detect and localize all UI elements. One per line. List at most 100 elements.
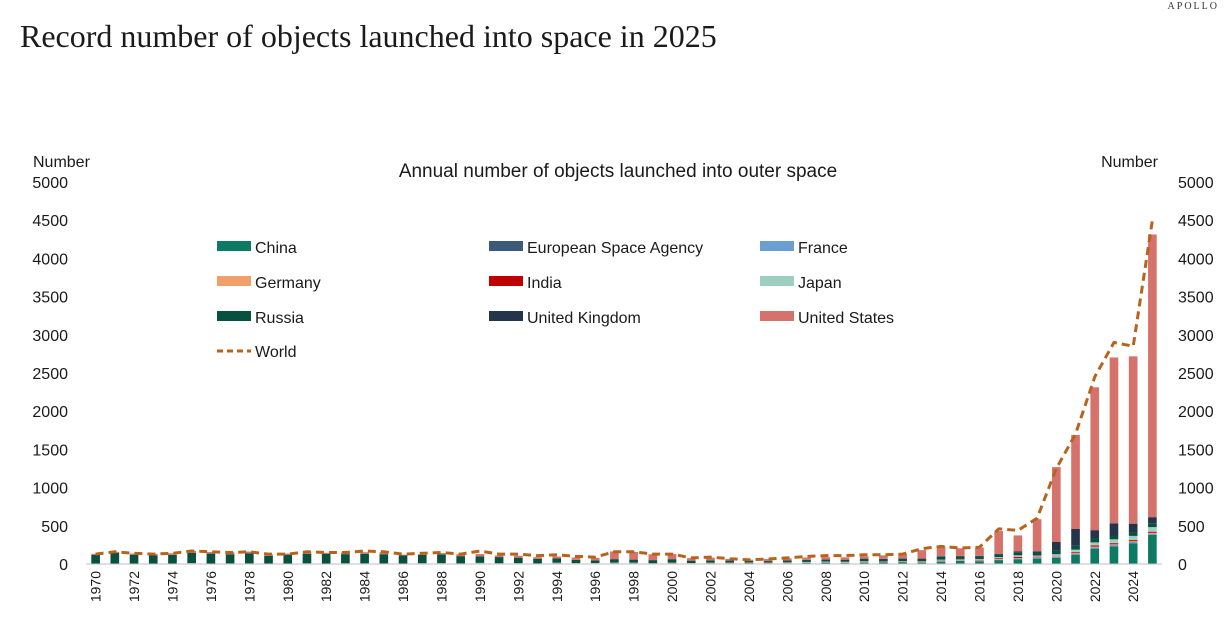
legend-label: World (255, 344, 297, 361)
bar-china (994, 560, 1004, 564)
bar-united-states (802, 557, 811, 560)
bar-china (917, 562, 927, 564)
brand-logo: APOLLO (1167, 1, 1219, 12)
bar-russia (360, 553, 369, 564)
bar-russia (686, 560, 696, 564)
world-line-layer (95, 219, 1154, 562)
bar-united-states (475, 554, 485, 557)
x-tick-label: 1986 (395, 571, 411, 602)
bar-russia (1128, 532, 1138, 536)
y-axis-left: 0 500 1000 1500 2000 2500 3000 3500 4000 4500 5000 (32, 175, 68, 574)
y-tick-label-left: 0 (59, 557, 68, 574)
bar-india (1128, 540, 1138, 542)
y-tick-label-right: 0 (1178, 557, 1187, 574)
bar-france (1148, 533, 1157, 535)
legend: China European Space Agency France Germany I… (217, 240, 894, 361)
bar-japan (1013, 555, 1023, 557)
bar-germany (1128, 541, 1138, 542)
bar-russia (571, 559, 581, 564)
bar-russia (590, 560, 600, 564)
bar-russia (1051, 550, 1061, 555)
bar-russia (494, 557, 504, 564)
x-tick-label: 1990 (472, 571, 488, 602)
x-tick-label: 1994 (549, 571, 565, 602)
bar-united-states (686, 558, 696, 561)
bar-russia (148, 555, 158, 564)
bar-france (1090, 547, 1100, 549)
y-tick-label-right: 1000 (1178, 481, 1214, 498)
bar-united-states (1071, 435, 1080, 530)
bar-china (821, 562, 831, 564)
bar-russia (475, 556, 485, 563)
bar-united-kingdom (994, 553, 1004, 555)
y-tick-label-left: 2500 (32, 366, 68, 383)
bar-russia (302, 553, 312, 564)
bar-russia (417, 554, 427, 564)
bar-russia (552, 558, 562, 563)
bar-united-kingdom (1013, 551, 1023, 553)
y-tick-label-right: 500 (1178, 519, 1205, 536)
bar-russia (244, 553, 254, 564)
bar-russia (782, 560, 792, 563)
bar-russia (264, 555, 273, 564)
bar-united-states (955, 548, 965, 556)
bar-russia (398, 555, 408, 564)
bar-united-states (1051, 467, 1061, 542)
bar-france (1013, 558, 1023, 560)
bar-russia (898, 558, 907, 562)
bar-united-states (244, 551, 254, 554)
bar-japan (955, 558, 965, 560)
bar-japan (1051, 554, 1061, 556)
bar-japan (1109, 539, 1119, 544)
bar-china (1109, 546, 1119, 564)
bar-united-kingdom (1109, 523, 1119, 536)
bar-india (1109, 543, 1119, 545)
bar-china (1128, 543, 1138, 564)
bar-united-states (667, 554, 677, 560)
bar-japan (975, 558, 984, 560)
bar-united-states (840, 557, 850, 560)
x-tick-label: 2012 (895, 571, 911, 602)
bar-united-states (1109, 357, 1119, 524)
bar-china (1051, 557, 1061, 564)
y-tick-label-left: 4500 (32, 213, 68, 230)
bar-united-states (321, 552, 331, 554)
bar-united-states (1032, 519, 1042, 552)
bar-china (1032, 558, 1042, 564)
bar-russia (225, 554, 235, 564)
bar-china (1148, 534, 1157, 564)
bar-germany (1090, 546, 1100, 548)
y-tick-label-right: 2500 (1178, 366, 1214, 383)
bar-russia (1032, 552, 1042, 556)
bar-russia (610, 559, 619, 563)
bar-china (1071, 554, 1080, 564)
bar-russia (513, 557, 523, 564)
bar-united-states (610, 551, 619, 560)
bar-united-states (879, 555, 888, 559)
bar-russia (821, 559, 831, 562)
bar-russia (187, 552, 197, 564)
x-tick-label: 2006 (779, 571, 795, 602)
bar-russia (1013, 552, 1023, 556)
x-tick-label: 2024 (1125, 571, 1141, 602)
bar-russia (1090, 538, 1100, 543)
y-tick-label-right: 4000 (1178, 251, 1214, 268)
bar-united-states (1128, 356, 1138, 524)
bar-russia (1148, 523, 1157, 528)
bar-russia (533, 558, 542, 564)
bar-russia (802, 560, 811, 562)
y-tick-label-right: 4500 (1178, 213, 1214, 230)
bar-china (898, 562, 907, 564)
x-tick-label: 2002 (702, 571, 718, 602)
bar-russia (648, 560, 658, 564)
bar-russia (629, 559, 638, 563)
bar-germany (1051, 556, 1061, 557)
bar-united-states (283, 553, 293, 555)
bar-united-states (994, 531, 1004, 554)
bar-russia (456, 556, 466, 564)
bar-united-states (494, 555, 504, 558)
y-tick-label-right: 3500 (1178, 290, 1214, 307)
bar-japan (1071, 549, 1080, 552)
bar-russia (994, 554, 1004, 558)
